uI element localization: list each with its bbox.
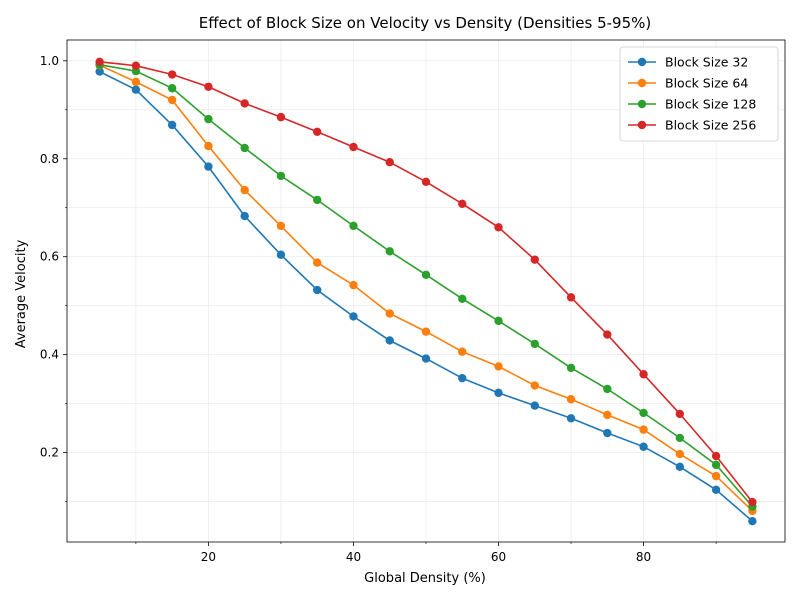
data-point-block-size-32	[603, 428, 612, 438]
y-tick-label: 0.2	[40, 446, 59, 460]
y-tick-label: 0.4	[40, 348, 59, 362]
data-point-block-size-32	[276, 250, 286, 259]
data-point-block-size-256	[349, 142, 358, 152]
data-point-block-size-128	[639, 408, 648, 418]
chart-title: Effect of Block Size on Velocity vs Dens…	[199, 14, 652, 32]
data-point-block-size-128	[313, 195, 322, 205]
x-tick-label: 80	[636, 550, 651, 564]
data-point-block-size-128	[385, 247, 394, 256]
data-point-block-size-64	[167, 95, 177, 105]
data-point-block-size-128	[349, 221, 358, 231]
data-point-block-size-64	[131, 77, 141, 87]
y-tick-label: 0.6	[40, 250, 59, 264]
data-point-block-size-128	[276, 171, 286, 181]
data-point-block-size-32	[385, 336, 394, 345]
x-tick-label: 20	[201, 550, 216, 564]
data-point-block-size-32	[167, 120, 177, 130]
data-point-block-size-64	[204, 141, 213, 151]
data-point-block-size-256	[748, 497, 757, 507]
data-point-block-size-256	[204, 82, 213, 91]
data-point-block-size-256	[566, 293, 576, 302]
data-point-block-size-256	[494, 223, 503, 232]
data-point-block-size-64	[530, 381, 539, 390]
data-point-block-size-64	[566, 395, 576, 404]
data-point-block-size-32	[95, 67, 104, 76]
legend-marker-block-size-256	[637, 120, 647, 130]
data-point-block-size-256	[276, 112, 286, 122]
data-point-block-size-32	[458, 373, 467, 383]
legend-marker-block-size-64	[637, 78, 647, 88]
data-point-block-size-32	[675, 462, 685, 472]
data-point-block-size-128	[204, 114, 213, 124]
data-point-block-size-64	[385, 309, 394, 318]
legend-marker-block-size-128	[637, 99, 647, 109]
x-tick-label: 60	[491, 550, 506, 564]
data-point-block-size-128	[675, 433, 685, 443]
y-axis-label: Average Velocity	[14, 239, 29, 348]
data-point-block-size-32	[131, 85, 141, 94]
data-point-block-size-256	[240, 99, 249, 108]
data-point-block-size-64	[458, 347, 467, 356]
data-point-block-size-64	[421, 327, 431, 336]
data-point-block-size-256	[675, 409, 685, 419]
data-point-block-size-256	[385, 157, 394, 167]
data-point-block-size-64	[313, 258, 322, 267]
legend-label-block-size-32: Block Size 32	[665, 55, 748, 70]
data-point-block-size-256	[530, 255, 539, 264]
legend-marker-block-size-32	[637, 57, 647, 67]
data-point-block-size-256	[95, 57, 104, 66]
data-point-block-size-256	[313, 127, 322, 137]
data-point-block-size-32	[313, 285, 322, 295]
data-point-block-size-32	[566, 414, 576, 423]
data-point-block-size-32	[421, 354, 431, 363]
data-point-block-size-128	[530, 339, 539, 349]
data-point-block-size-256	[711, 451, 721, 461]
data-point-block-size-256	[639, 370, 648, 379]
data-point-block-size-32	[639, 442, 648, 451]
data-point-block-size-256	[131, 61, 141, 70]
data-point-block-size-32	[349, 312, 358, 321]
data-point-block-size-128	[240, 143, 249, 153]
data-point-block-size-256	[167, 70, 177, 79]
data-point-block-size-64	[639, 425, 648, 434]
data-point-block-size-32	[748, 516, 757, 526]
legend-label-block-size-128: Block Size 128	[665, 97, 756, 112]
data-point-block-size-32	[204, 162, 213, 171]
data-point-block-size-256	[458, 199, 467, 209]
y-tick-label: 1.0	[40, 54, 59, 68]
data-point-block-size-64	[711, 471, 721, 481]
data-point-block-size-32	[711, 485, 721, 495]
data-point-block-size-64	[603, 410, 612, 420]
data-point-block-size-128	[494, 316, 503, 326]
data-point-block-size-32	[530, 401, 539, 410]
data-point-block-size-128	[458, 294, 467, 304]
data-point-block-size-64	[349, 280, 358, 290]
legend-box	[619, 46, 779, 142]
data-point-block-size-64	[240, 185, 249, 195]
data-point-block-size-64	[675, 449, 685, 459]
x-axis-label: Global Density (%)	[364, 571, 486, 586]
data-point-block-size-32	[240, 211, 249, 221]
y-tick-label: 0.8	[40, 152, 59, 166]
legend-label-block-size-64: Block Size 64	[665, 76, 748, 91]
data-point-block-size-256	[421, 177, 431, 186]
data-point-block-size-64	[494, 362, 503, 371]
data-point-block-size-64	[276, 221, 286, 231]
data-point-block-size-128	[711, 460, 721, 470]
data-point-block-size-128	[603, 384, 612, 394]
legend-label-block-size-256: Block Size 256	[665, 118, 756, 133]
data-point-block-size-128	[566, 363, 576, 373]
data-point-block-size-128	[167, 84, 177, 93]
x-tick-label: 40	[346, 550, 361, 564]
data-point-block-size-256	[603, 330, 612, 339]
legend: Block Size 32 Block Size 64 Block Size 128…	[619, 46, 779, 142]
data-point-block-size-128	[421, 270, 431, 280]
data-point-block-size-32	[494, 388, 503, 398]
